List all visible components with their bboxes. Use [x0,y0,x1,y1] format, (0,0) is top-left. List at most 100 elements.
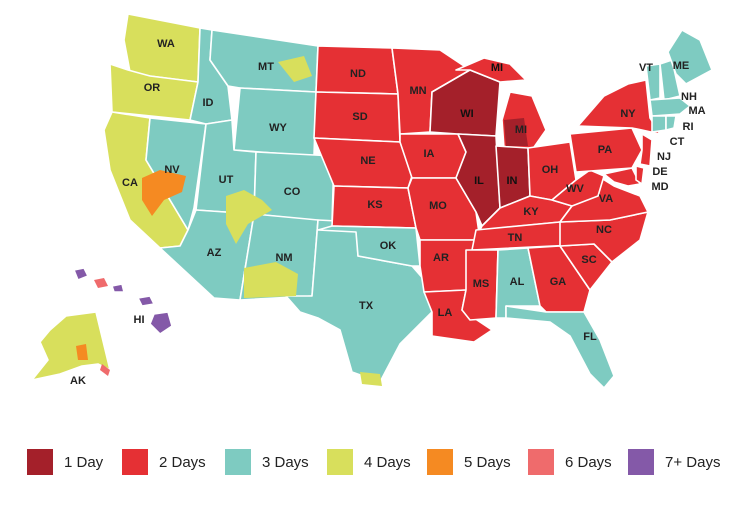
us-choropleth-map: WA OR CA NV ID MT WY UT CO AZ NM TX ND S… [31,13,713,389]
label-co: CO [284,186,301,198]
state-ct [651,115,667,133]
label-nj: NJ [657,151,671,163]
label-mi: MI [515,124,527,136]
label-ut: UT [219,174,234,186]
state-fl [505,305,615,389]
label-va: VA [599,193,614,205]
label-tx: TX [359,300,374,312]
label-vt: VT [639,62,653,74]
label-wv: WV [566,183,584,195]
label-fl: FL [583,331,597,343]
label-mi-upper: MI [491,62,503,74]
label-in: IN [507,175,518,187]
label-ga: GA [550,276,567,288]
label-nm: NM [275,252,292,264]
label-nd: ND [350,68,366,80]
legend: 1 Day 2 Days 3 Days 4 Days 5 Days 6 Days… [0,446,750,480]
legend-label: 7+ Days [665,453,721,471]
label-hi: HI [134,314,145,326]
legend-item-6-days: 6 Days [528,446,612,478]
region-overlay-hi-6days [94,278,108,288]
legend-label: 4 Days [364,453,411,471]
legend-swatch [628,449,654,475]
legend-item-3-days: 3 Days [225,446,309,478]
label-ok: OK [380,240,397,252]
label-ia: IA [424,148,435,160]
label-mn: MN [409,85,426,97]
state-ri [665,115,677,131]
legend-swatch [327,449,353,475]
label-me: ME [673,60,690,72]
legend-swatch [122,449,148,475]
label-sd: SD [352,111,367,123]
state-hi-oahu [111,283,125,293]
label-mo: MO [429,200,447,212]
state-me [667,29,713,85]
state-ok [317,225,421,267]
state-md [603,167,641,187]
legend-swatch [427,449,453,475]
label-oh: OH [542,164,559,176]
label-pa: PA [598,144,613,156]
legend-label: 6 Days [565,453,612,471]
label-md: MD [651,181,668,193]
legend-item-1-day: 1 Day [27,446,103,478]
label-ky: KY [523,206,539,218]
state-hi-big [149,311,173,335]
label-nh: NH [681,91,697,103]
label-wy: WY [269,122,287,134]
label-id: ID [203,97,214,109]
region-overlay-nm-4days [244,262,298,298]
label-ks: KS [367,199,382,211]
label-az: AZ [207,247,222,259]
state-hi-kauai [73,267,89,281]
region-overlay-ak-6days [100,364,110,376]
label-il: IL [474,175,484,187]
state-pa [569,127,643,173]
label-ri: RI [683,121,694,133]
label-ak: AK [70,375,86,387]
legend-label: 2 Days [159,453,206,471]
legend-swatch [225,449,251,475]
legend-swatch [27,449,53,475]
region-overlay-ak-5days [76,344,88,360]
label-al: AL [510,276,525,288]
legend-label: 3 Days [262,453,309,471]
label-la: LA [438,307,453,319]
state-wv [551,169,605,207]
state-mi-upper [455,57,527,83]
label-ne: NE [360,155,375,167]
legend-item-2-days: 2 Days [122,446,206,478]
region-overlay-nv-5days [142,170,186,216]
label-de: DE [652,166,667,178]
label-ms: MS [473,278,490,290]
state-ma [649,97,691,117]
region-overlay-mt-4days [278,56,312,82]
label-wi: WI [460,108,473,120]
label-mt: MT [258,61,274,73]
label-wa: WA [157,38,175,50]
legend-swatch [528,449,554,475]
legend-item-5-days: 5 Days [427,446,511,478]
label-nv: NV [164,164,180,176]
region-overlay-mi-1day [504,118,528,146]
label-ma: MA [688,105,705,117]
state-ak [31,311,111,381]
region-overlay-tx-4days [360,372,382,386]
state-hi-maui [137,295,155,307]
label-nc: NC [596,224,612,236]
state-de [635,165,645,185]
label-ar: AR [433,252,449,264]
label-tn: TN [508,232,523,244]
state-vt [645,63,661,101]
region-overlay-ut-4days [226,190,272,244]
state-nh [659,59,681,101]
label-sc: SC [581,254,596,266]
label-ct: CT [670,136,685,148]
state-nj [639,133,653,167]
legend-item-7-plus-days: 7+ Days [628,446,720,478]
label-ca: CA [122,177,138,189]
legend-label: 1 Day [64,453,104,471]
legend-item-4-days: 4 Days [327,446,411,478]
label-ny: NY [620,108,636,120]
